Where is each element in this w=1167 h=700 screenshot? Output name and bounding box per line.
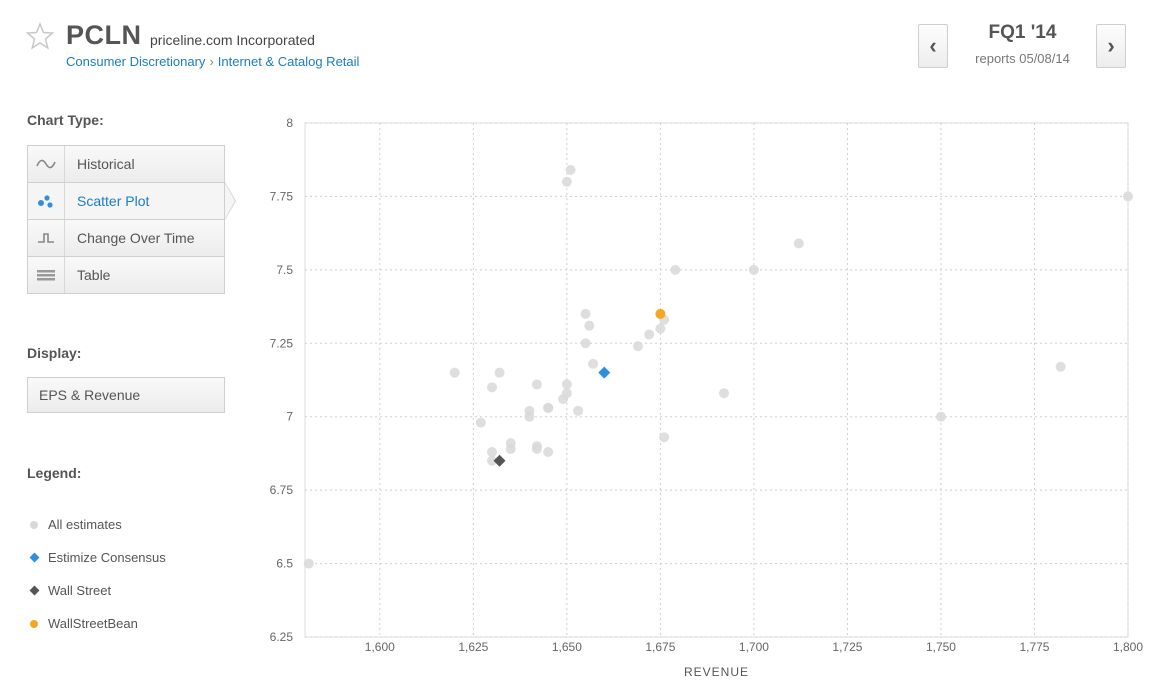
all-estimates-point xyxy=(475,417,486,428)
x-tick-label: 1,725 xyxy=(832,640,862,654)
all-estimates-point xyxy=(655,323,666,334)
y-tick-label: 7.75 xyxy=(270,189,294,203)
all-estimates-point xyxy=(303,558,314,569)
all-estimates-point xyxy=(531,379,542,390)
all-estimates-point xyxy=(644,329,655,340)
all-estimates-point xyxy=(1123,191,1133,202)
previous-quarter-button[interactable]: ‹ xyxy=(918,24,948,68)
legend-item-estimize-consensus: Estimize Consensus xyxy=(27,541,166,574)
legend-item-all-estimates: All estimates xyxy=(27,508,166,541)
all-estimates-point xyxy=(718,388,729,399)
breadcrumb-sector-link[interactable]: Consumer Discretionary xyxy=(66,54,206,69)
step-icon xyxy=(28,220,65,256)
chevron-left-icon: ‹ xyxy=(929,33,937,58)
report-date: reports 05/08/14 xyxy=(975,51,1070,66)
company-name: priceline.com Incorporated xyxy=(150,32,315,48)
all-estimates-point xyxy=(449,367,460,378)
all-estimates-point xyxy=(580,308,591,319)
all-estimates-point xyxy=(505,444,516,455)
next-quarter-button[interactable]: › xyxy=(1096,24,1126,68)
all-estimates-point xyxy=(793,238,804,249)
chart-type-change-over-time[interactable]: Change Over Time xyxy=(27,220,225,257)
all-estimates-point xyxy=(543,446,554,457)
y-tick-label: 6.5 xyxy=(276,557,293,571)
header: PCLN priceline.com Incorporated Consumer… xyxy=(0,0,1167,95)
all-estimates-point xyxy=(531,444,542,455)
all-estimates-point xyxy=(543,402,554,413)
all-estimates-point xyxy=(487,455,498,466)
all-estimates-point xyxy=(632,341,643,352)
chart-type-table[interactable]: Table xyxy=(27,257,225,294)
all-estimates-point xyxy=(494,367,505,378)
ticker-symbol: PCLN xyxy=(66,20,142,50)
chart-type-label: Change Over Time xyxy=(77,230,195,246)
all-estimates-point xyxy=(561,176,572,187)
chart-type-title: Chart Type: xyxy=(27,112,104,128)
y-tick-label: 6.75 xyxy=(270,483,294,497)
display-title: Display: xyxy=(27,345,82,361)
chart-type-label: Scatter Plot xyxy=(77,193,150,209)
y-tick-label: 6.25 xyxy=(270,630,294,644)
all-estimates-point xyxy=(1055,361,1066,372)
chart-type-label: Historical xyxy=(77,156,135,172)
wallstreetbean-point xyxy=(655,308,666,319)
estimize-consensus-point xyxy=(598,366,611,379)
all-estimates-point xyxy=(584,320,595,331)
wave-icon xyxy=(28,146,65,182)
legend-item-wallstreetbean: WallStreetBean xyxy=(27,607,166,640)
circle-marker-icon xyxy=(30,520,38,529)
all-estimates-point xyxy=(561,388,572,399)
x-tick-label: 1,775 xyxy=(1019,640,1049,654)
display-select[interactable]: EPS & Revenue xyxy=(27,377,225,413)
all-estimates-point xyxy=(588,358,599,369)
x-tick-label: 1,700 xyxy=(739,640,769,654)
breadcrumb: Consumer Discretionary › Internet & Catalo… xyxy=(66,54,359,69)
x-tick-label: 1,750 xyxy=(926,640,956,654)
all-estimates-point xyxy=(565,164,576,175)
all-estimates-point xyxy=(748,264,759,275)
chart-type-historical[interactable]: Historical xyxy=(27,145,225,183)
x-tick-label: 1,650 xyxy=(552,640,582,654)
all-estimates-point xyxy=(487,382,498,393)
legend-title: Legend: xyxy=(27,465,82,481)
all-estimates-point xyxy=(670,264,681,275)
x-tick-label: 1,600 xyxy=(365,640,395,654)
all-estimates-point xyxy=(659,432,670,443)
x-axis-title: REVENUE xyxy=(684,665,749,679)
x-tick-label: 1,625 xyxy=(458,640,488,654)
all-estimates-point xyxy=(935,411,946,422)
table-icon xyxy=(28,257,65,293)
breadcrumb-separator: › xyxy=(209,54,214,69)
chevron-right-icon: › xyxy=(1107,33,1115,58)
plot-area xyxy=(304,122,1129,638)
all-estimates-point xyxy=(524,411,535,422)
legend-item-wall-street: Wall Street xyxy=(27,574,166,607)
breadcrumb-industry-link[interactable]: Internet & Catalog Retail xyxy=(217,54,360,69)
all-estimates-point xyxy=(561,379,572,390)
legend: All estimates Estimize Consensus Wall St… xyxy=(27,508,166,640)
y-tick-label: 7.25 xyxy=(270,336,294,350)
all-estimates-point xyxy=(573,405,584,416)
x-tick-label: 1,675 xyxy=(645,640,675,654)
all-estimates-point xyxy=(487,446,498,457)
scatter-icon xyxy=(28,183,65,219)
legend-label: WallStreetBean xyxy=(48,616,138,631)
quarter-label: FQ1 '14 xyxy=(988,22,1057,43)
y-tick-label: 8 xyxy=(286,116,293,130)
circle-marker-icon xyxy=(30,619,38,628)
x-tick-label: 1,800 xyxy=(1113,640,1143,654)
all-estimates-point xyxy=(580,338,591,349)
wall-street-point xyxy=(493,454,506,467)
y-tick-label: 7.5 xyxy=(276,263,293,277)
chart-type-scatter-plot[interactable]: Scatter Plot xyxy=(27,182,236,220)
legend-label: Estimize Consensus xyxy=(48,550,166,565)
legend-label: Wall Street xyxy=(48,583,112,598)
star-icon[interactable] xyxy=(26,22,54,50)
chart-type-label: Table xyxy=(77,267,111,283)
legend-label: All estimates xyxy=(48,517,122,532)
chart-type-list: Historical Scatter Plot Change Over Time… xyxy=(27,145,236,294)
y-tick-label: 7 xyxy=(286,410,293,424)
